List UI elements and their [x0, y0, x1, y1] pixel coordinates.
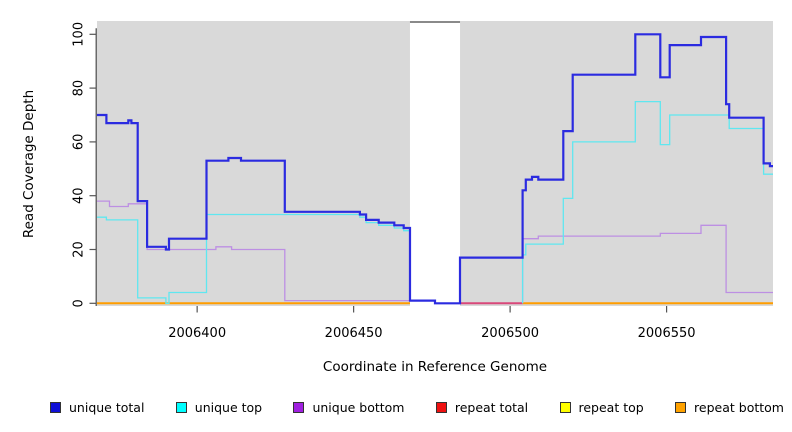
series-line-unique-top [97, 213, 410, 304]
legend-swatch-icon [50, 401, 61, 413]
legend-label: repeat top [578, 399, 644, 415]
axes: 0 20 40 60 80 100 2006400 2006450 2006500 2006550 [72, 22, 696, 341]
x-tick-label: 2006550 [638, 326, 696, 341]
x-tick-label: 2006450 [325, 326, 383, 341]
series-line-unique-top [521, 100, 773, 304]
x-tick-label: 2006500 [481, 326, 539, 341]
legend-item-unique-bottom: unique bottom [293, 399, 405, 415]
legend-label: unique top [194, 399, 263, 415]
x-tick-label: 2006400 [168, 326, 226, 341]
legend-swatch-icon [293, 401, 305, 413]
y-axis-title: Read Coverage Depth [21, 90, 37, 238]
legend-swatch-icon [435, 401, 447, 413]
y-tick-label: 0 [72, 299, 87, 307]
series-line-unique-bottom [521, 224, 773, 304]
legend: unique total unique top unique bottom repea… [50, 397, 784, 417]
y-tick-label: 80 [72, 80, 87, 97]
y-tick-label: 20 [72, 241, 87, 258]
masked-gap-region [409, 21, 461, 306]
y-tick-label: 60 [72, 134, 87, 151]
series-line-unique-bottom [97, 200, 410, 302]
coverage-series [97, 33, 773, 305]
legend-label: repeat bottom [694, 399, 784, 415]
legend-item-repeat-bottom: repeat bottom [675, 400, 784, 415]
series-line-unique-total [97, 33, 773, 305]
legend-label: unique bottom [312, 399, 405, 415]
legend-swatch-icon [175, 401, 187, 413]
legend-item-repeat-total: repeat total [435, 399, 529, 415]
legend-item-unique-total: unique total [50, 400, 144, 415]
legend-item-repeat-top: repeat top [559, 399, 644, 415]
legend-item-unique-top: unique top [175, 399, 263, 415]
masked-gap-rect [409, 21, 461, 306]
y-tick-label: 40 [72, 187, 87, 204]
legend-label: repeat total [454, 399, 529, 415]
y-tick-label: 100 [72, 22, 87, 47]
legend-swatch-icon [559, 401, 571, 413]
legend-swatch-icon [675, 401, 687, 413]
x-axis-title: Coordinate in Reference Genome [323, 359, 547, 375]
legend-label: unique total [69, 399, 145, 415]
